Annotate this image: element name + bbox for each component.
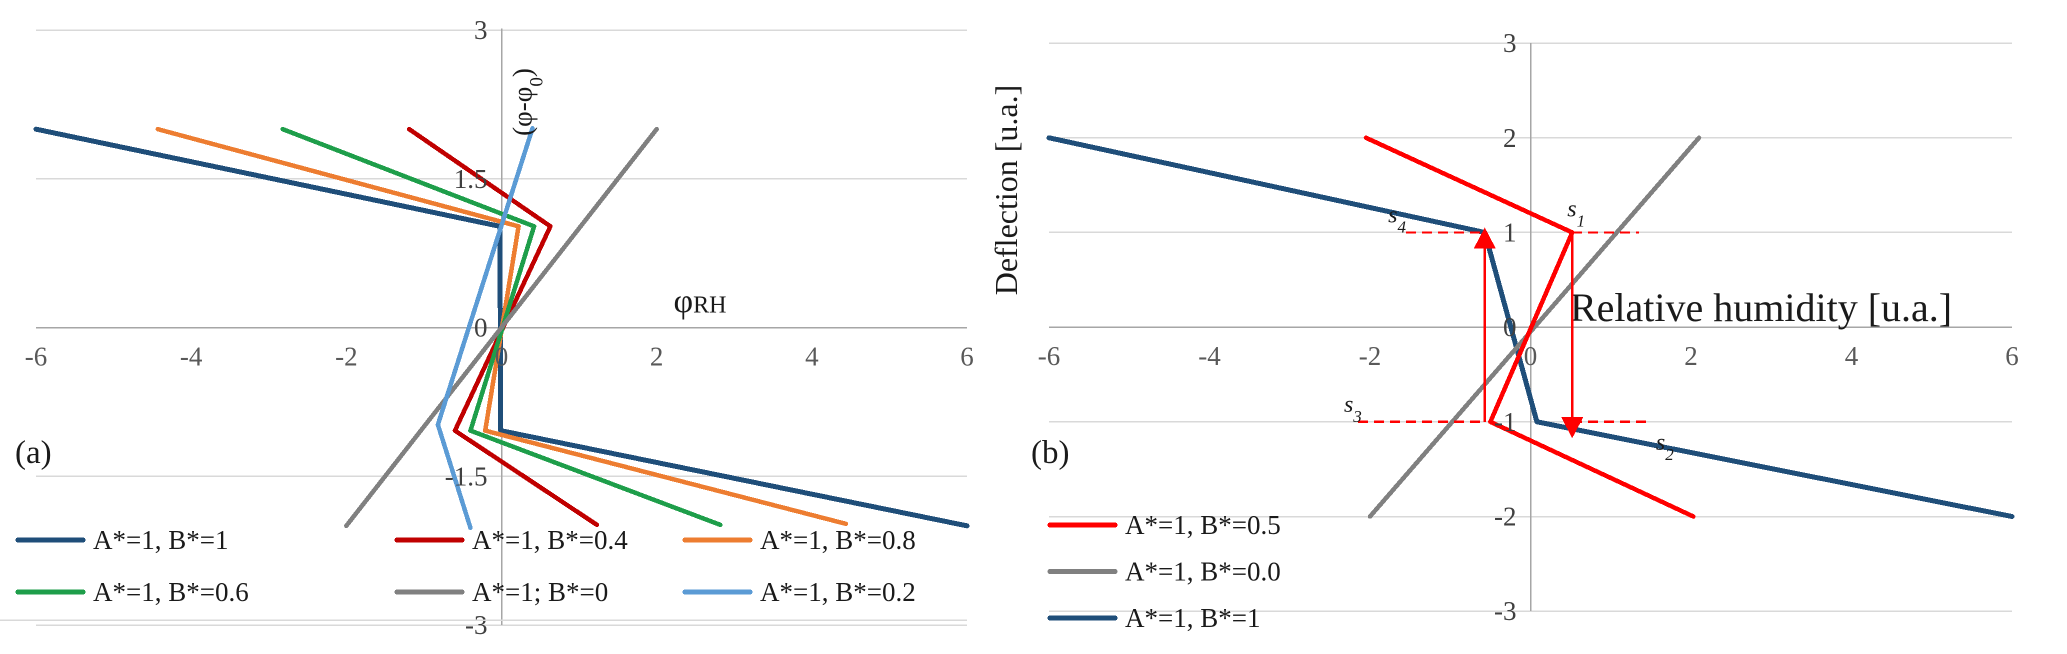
svg-text:A*=1, B*=0.8: A*=1, B*=0.8 xyxy=(760,525,916,555)
svg-text:-4: -4 xyxy=(180,342,203,372)
svg-text:Relative humidity [u.a.]: Relative humidity [u.a.] xyxy=(1570,285,1952,330)
svg-text:A*=1, B*=1: A*=1, B*=1 xyxy=(1125,603,1260,633)
svg-text:A*=1; B*=0: A*=1; B*=0 xyxy=(472,577,608,607)
svg-text:3: 3 xyxy=(1503,28,1517,58)
svg-text:-3: -3 xyxy=(465,610,488,640)
svg-text:1.5: 1.5 xyxy=(454,164,488,194)
svg-text:(b): (b) xyxy=(1031,435,1069,471)
svg-text:0: 0 xyxy=(1524,341,1538,371)
svg-text:A*=1, B*=1: A*=1, B*=1 xyxy=(93,525,228,555)
svg-text:-3: -3 xyxy=(1494,596,1517,626)
svg-text:-6: -6 xyxy=(1038,341,1061,371)
svg-text:A*=1, B*=0.6: A*=1, B*=0.6 xyxy=(93,577,249,607)
svg-text:4: 4 xyxy=(805,342,819,372)
svg-text:-2: -2 xyxy=(1494,502,1517,532)
svg-text:6: 6 xyxy=(960,342,974,372)
svg-text:-6: -6 xyxy=(25,342,48,372)
svg-text:2: 2 xyxy=(1503,123,1517,153)
svg-text:(a): (a) xyxy=(15,435,52,471)
svg-text:4: 4 xyxy=(1845,341,1859,371)
svg-text:A*=1, B*=0.5: A*=1, B*=0.5 xyxy=(1125,510,1281,540)
svg-text:-1.5: -1.5 xyxy=(445,461,488,491)
svg-text:-2: -2 xyxy=(1359,341,1382,371)
svg-text:3: 3 xyxy=(474,15,488,45)
svg-text:-1: -1 xyxy=(1494,407,1517,437)
svg-text:1: 1 xyxy=(1503,217,1517,247)
svg-text:0: 0 xyxy=(495,342,509,372)
svg-text:2: 2 xyxy=(650,342,664,372)
svg-text:-4: -4 xyxy=(1198,341,1221,371)
svg-text:6: 6 xyxy=(2005,341,2019,371)
svg-text:-2: -2 xyxy=(335,342,358,372)
svg-text:A*=1, B*=0.2: A*=1, B*=0.2 xyxy=(760,577,916,607)
svg-text:A*=1, B*=0.0: A*=1, B*=0.0 xyxy=(1125,557,1281,587)
svg-text:2: 2 xyxy=(1684,341,1698,371)
svg-text:Deflection [u.a.]: Deflection [u.a.] xyxy=(988,85,1024,296)
svg-text:A*=1, B*=0.4: A*=1, B*=0.4 xyxy=(472,525,628,555)
svg-text:0: 0 xyxy=(1503,312,1517,342)
svg-text:0: 0 xyxy=(474,313,488,343)
